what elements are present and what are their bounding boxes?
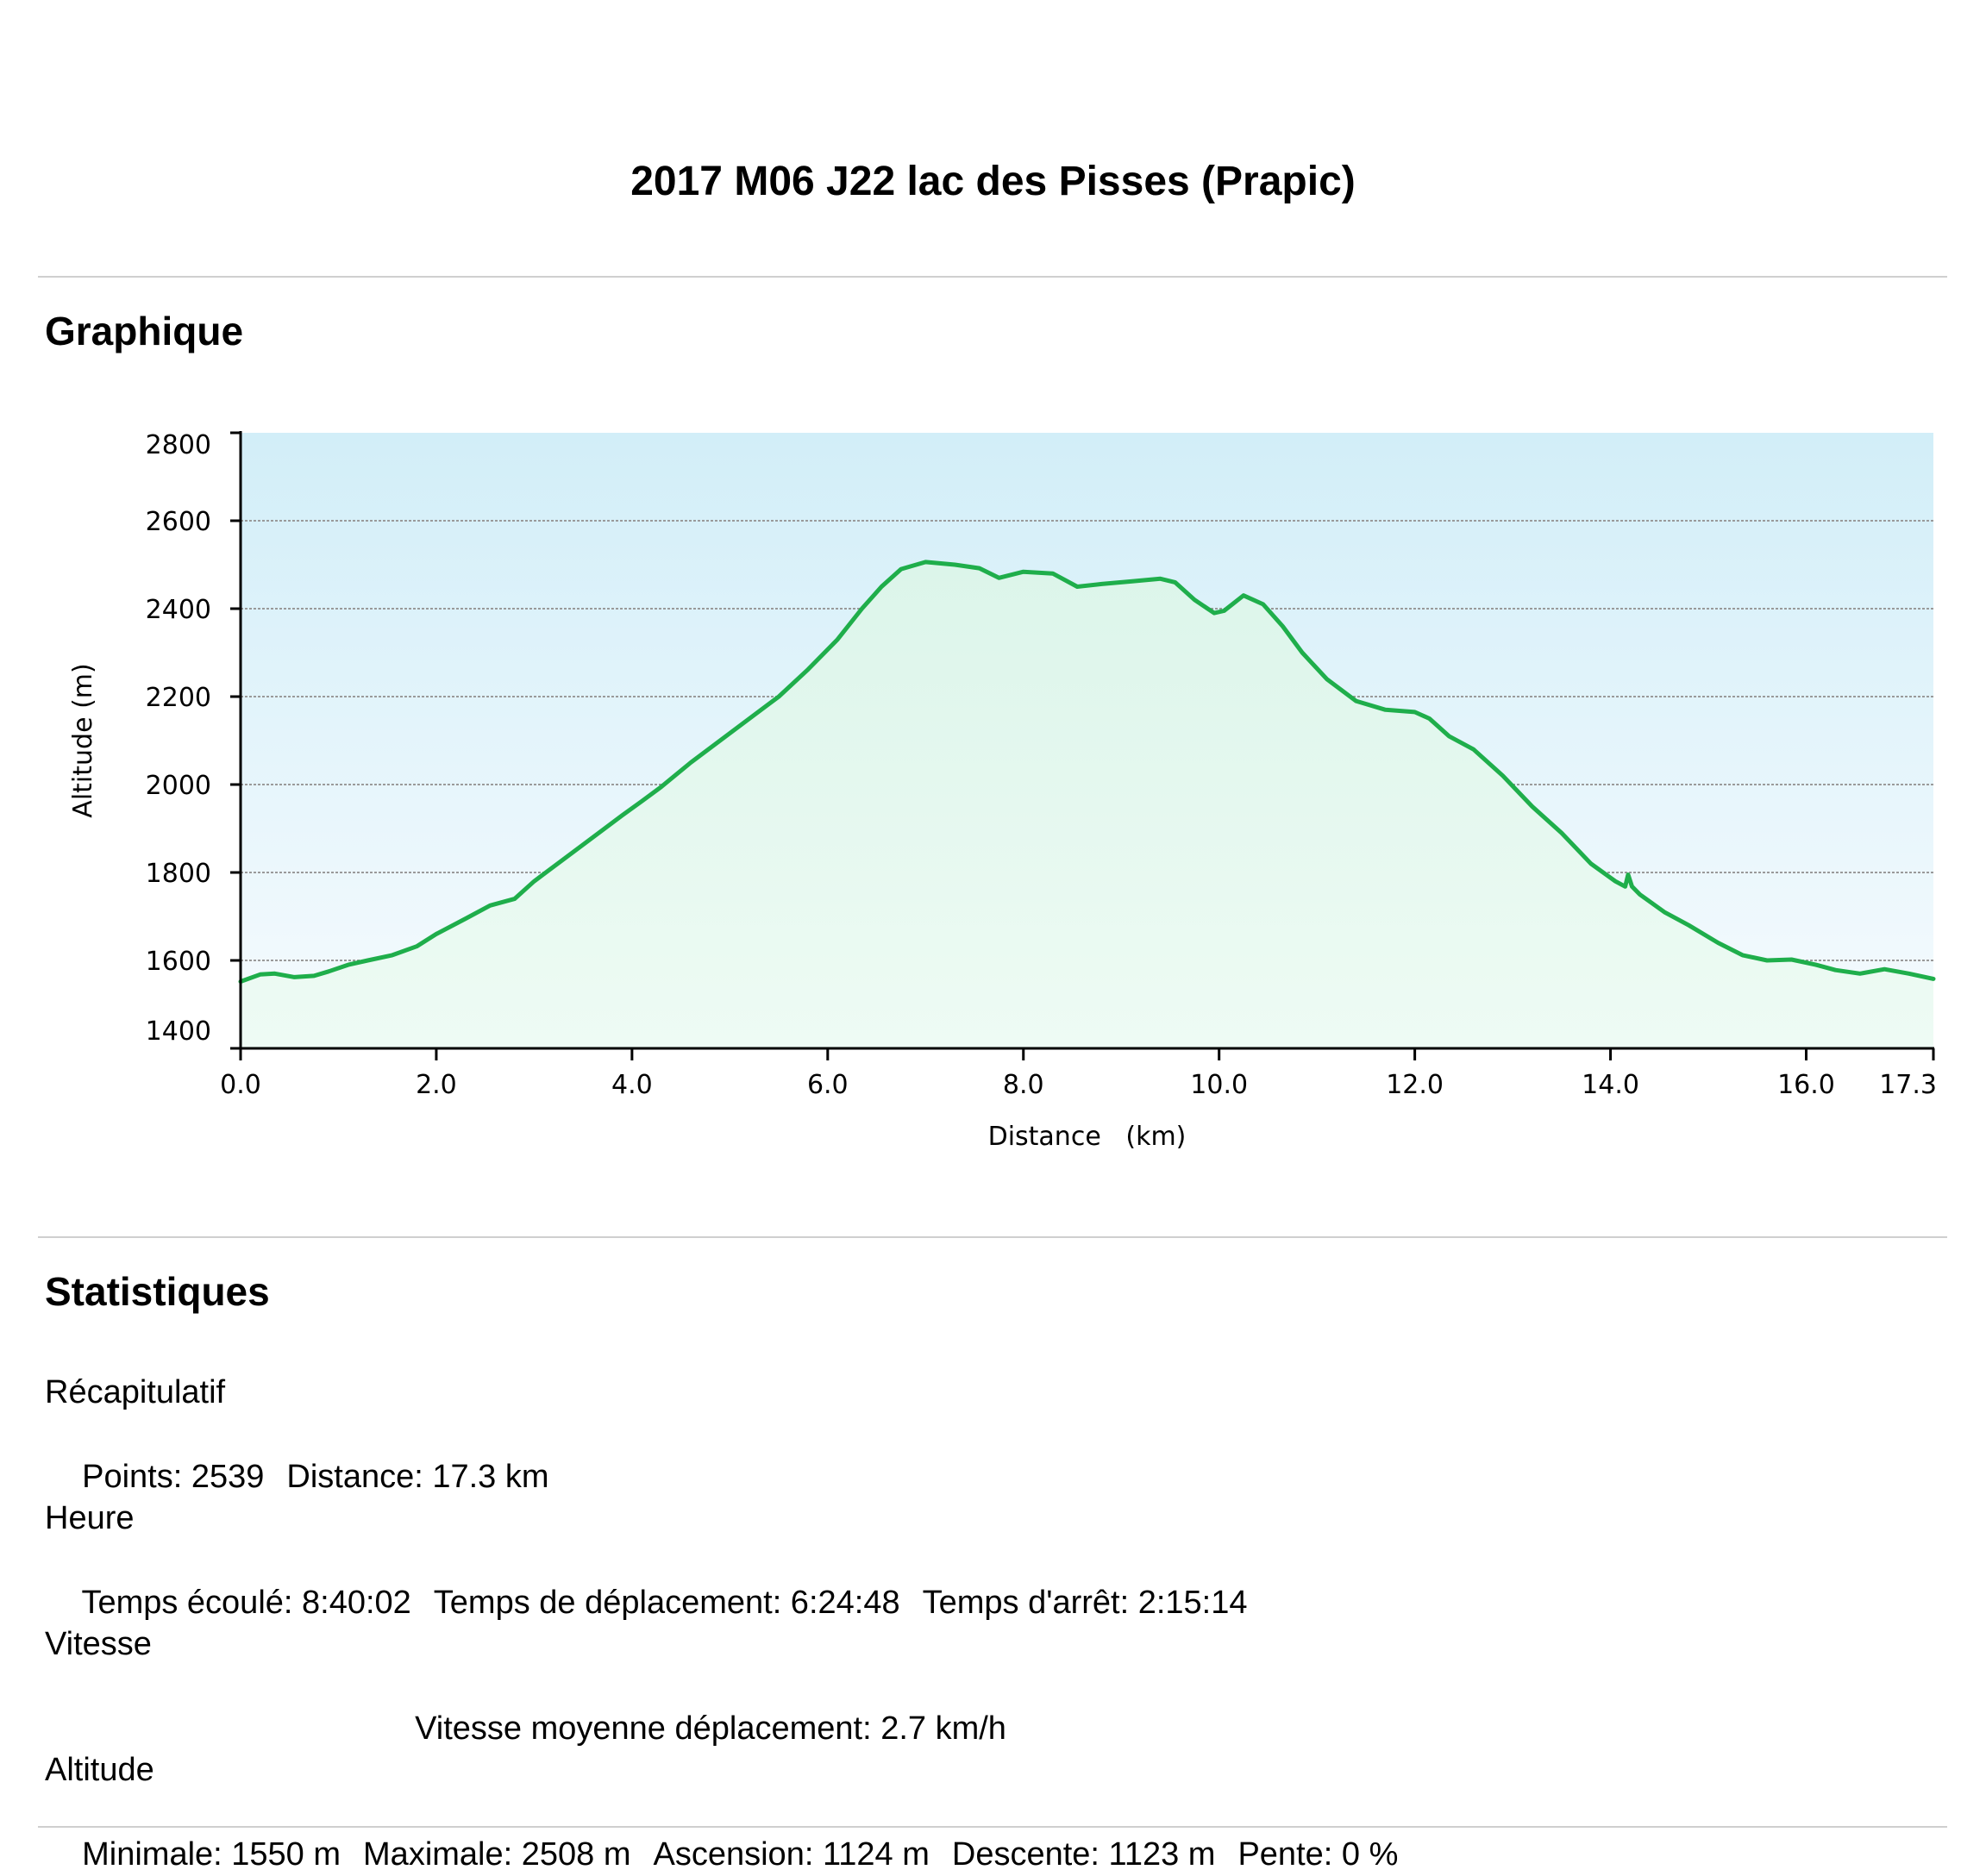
divider [38, 1236, 1947, 1238]
y-tick-label: 2800 [146, 430, 211, 460]
stat-max-altitude: Maximale: 2508 m [363, 1836, 631, 1873]
section-heading-stats: Statistiques [45, 1269, 270, 1314]
summary-line: Points: 2539 Distance: 17.3 km [64, 1412, 572, 1498]
elevation-line [238, 560, 1936, 984]
divider [38, 276, 1947, 278]
speed-line: Vitesse moyenne déplacement: 2.7 km/h [397, 1664, 1029, 1750]
y-tick-label: 2000 [146, 771, 211, 801]
stat-stopped-time: Temps d'arrêt: 2:15:14 [922, 1585, 1248, 1621]
altitude-title: Altitude [45, 1752, 154, 1788]
x-tick-label: 10.0 [1190, 1070, 1248, 1100]
stat-distance: Distance: 17.3 km [286, 1459, 549, 1495]
y-tick-label: 1600 [146, 947, 211, 977]
stat-ascent: Ascension: 1124 m [653, 1836, 930, 1873]
stat-slope: Pente: 0 % [1237, 1836, 1399, 1873]
y-tick-label: 2600 [146, 507, 211, 537]
page-title: 2017 M06 J22 lac des Pisses (Prapic) [630, 159, 1356, 204]
x-tick-label: 4.0 [611, 1070, 653, 1100]
x-tick-label: 6.0 [807, 1070, 849, 1100]
x-tick-label: 12.0 [1386, 1070, 1444, 1100]
section-heading-graph: Graphique [45, 309, 244, 353]
summary-title: Récapitulatif [45, 1374, 226, 1410]
divider [38, 1826, 1947, 1828]
x-tick-label: 2.0 [416, 1070, 457, 1100]
x-tick-label: 16.0 [1777, 1070, 1835, 1100]
x-tick-label: 17.3 [1879, 1070, 1937, 1100]
elevation-chart: 1400 1600 1800 2000 2200 2400 2600 2800 0.0 2.0 4.… [68, 430, 1937, 1152]
y-tick-label: 2400 [146, 595, 211, 625]
stat-min-altitude: Minimale: 1550 m [82, 1836, 341, 1873]
speed-title: Vitesse [45, 1626, 152, 1662]
x-tick-label: 8.0 [1003, 1070, 1044, 1100]
x-axis-label: Distance (km) [988, 1122, 1187, 1152]
x-tick-label: 0.0 [220, 1070, 261, 1100]
y-tick-label: 1400 [146, 1016, 211, 1047]
stat-moving-avg-speed: Vitesse moyenne déplacement: 2.7 km/h [415, 1710, 1006, 1747]
x-tick-label: 14.0 [1582, 1070, 1639, 1100]
elevation-area [241, 561, 1933, 1048]
stat-points: Points: 2539 [82, 1459, 265, 1495]
stat-descent: Descente: 1123 m [951, 1836, 1216, 1873]
stat-moving-time: Temps de déplacement: 6:24:48 [433, 1585, 900, 1621]
altitude-line: Minimale: 1550 m Maximale: 2508 m Ascensio… [64, 1790, 1420, 1876]
y-tick-label: 2200 [146, 683, 211, 713]
y-axis-label: Altitude (m) [68, 663, 98, 817]
stat-elapsed-time: Temps écoulé: 8:40:02 [81, 1585, 411, 1621]
time-title: Heure [45, 1500, 135, 1536]
y-tick-label: 1800 [146, 859, 211, 889]
time-line: Temps écoulé: 8:40:02 Temps de déplacemen… [64, 1538, 1270, 1624]
